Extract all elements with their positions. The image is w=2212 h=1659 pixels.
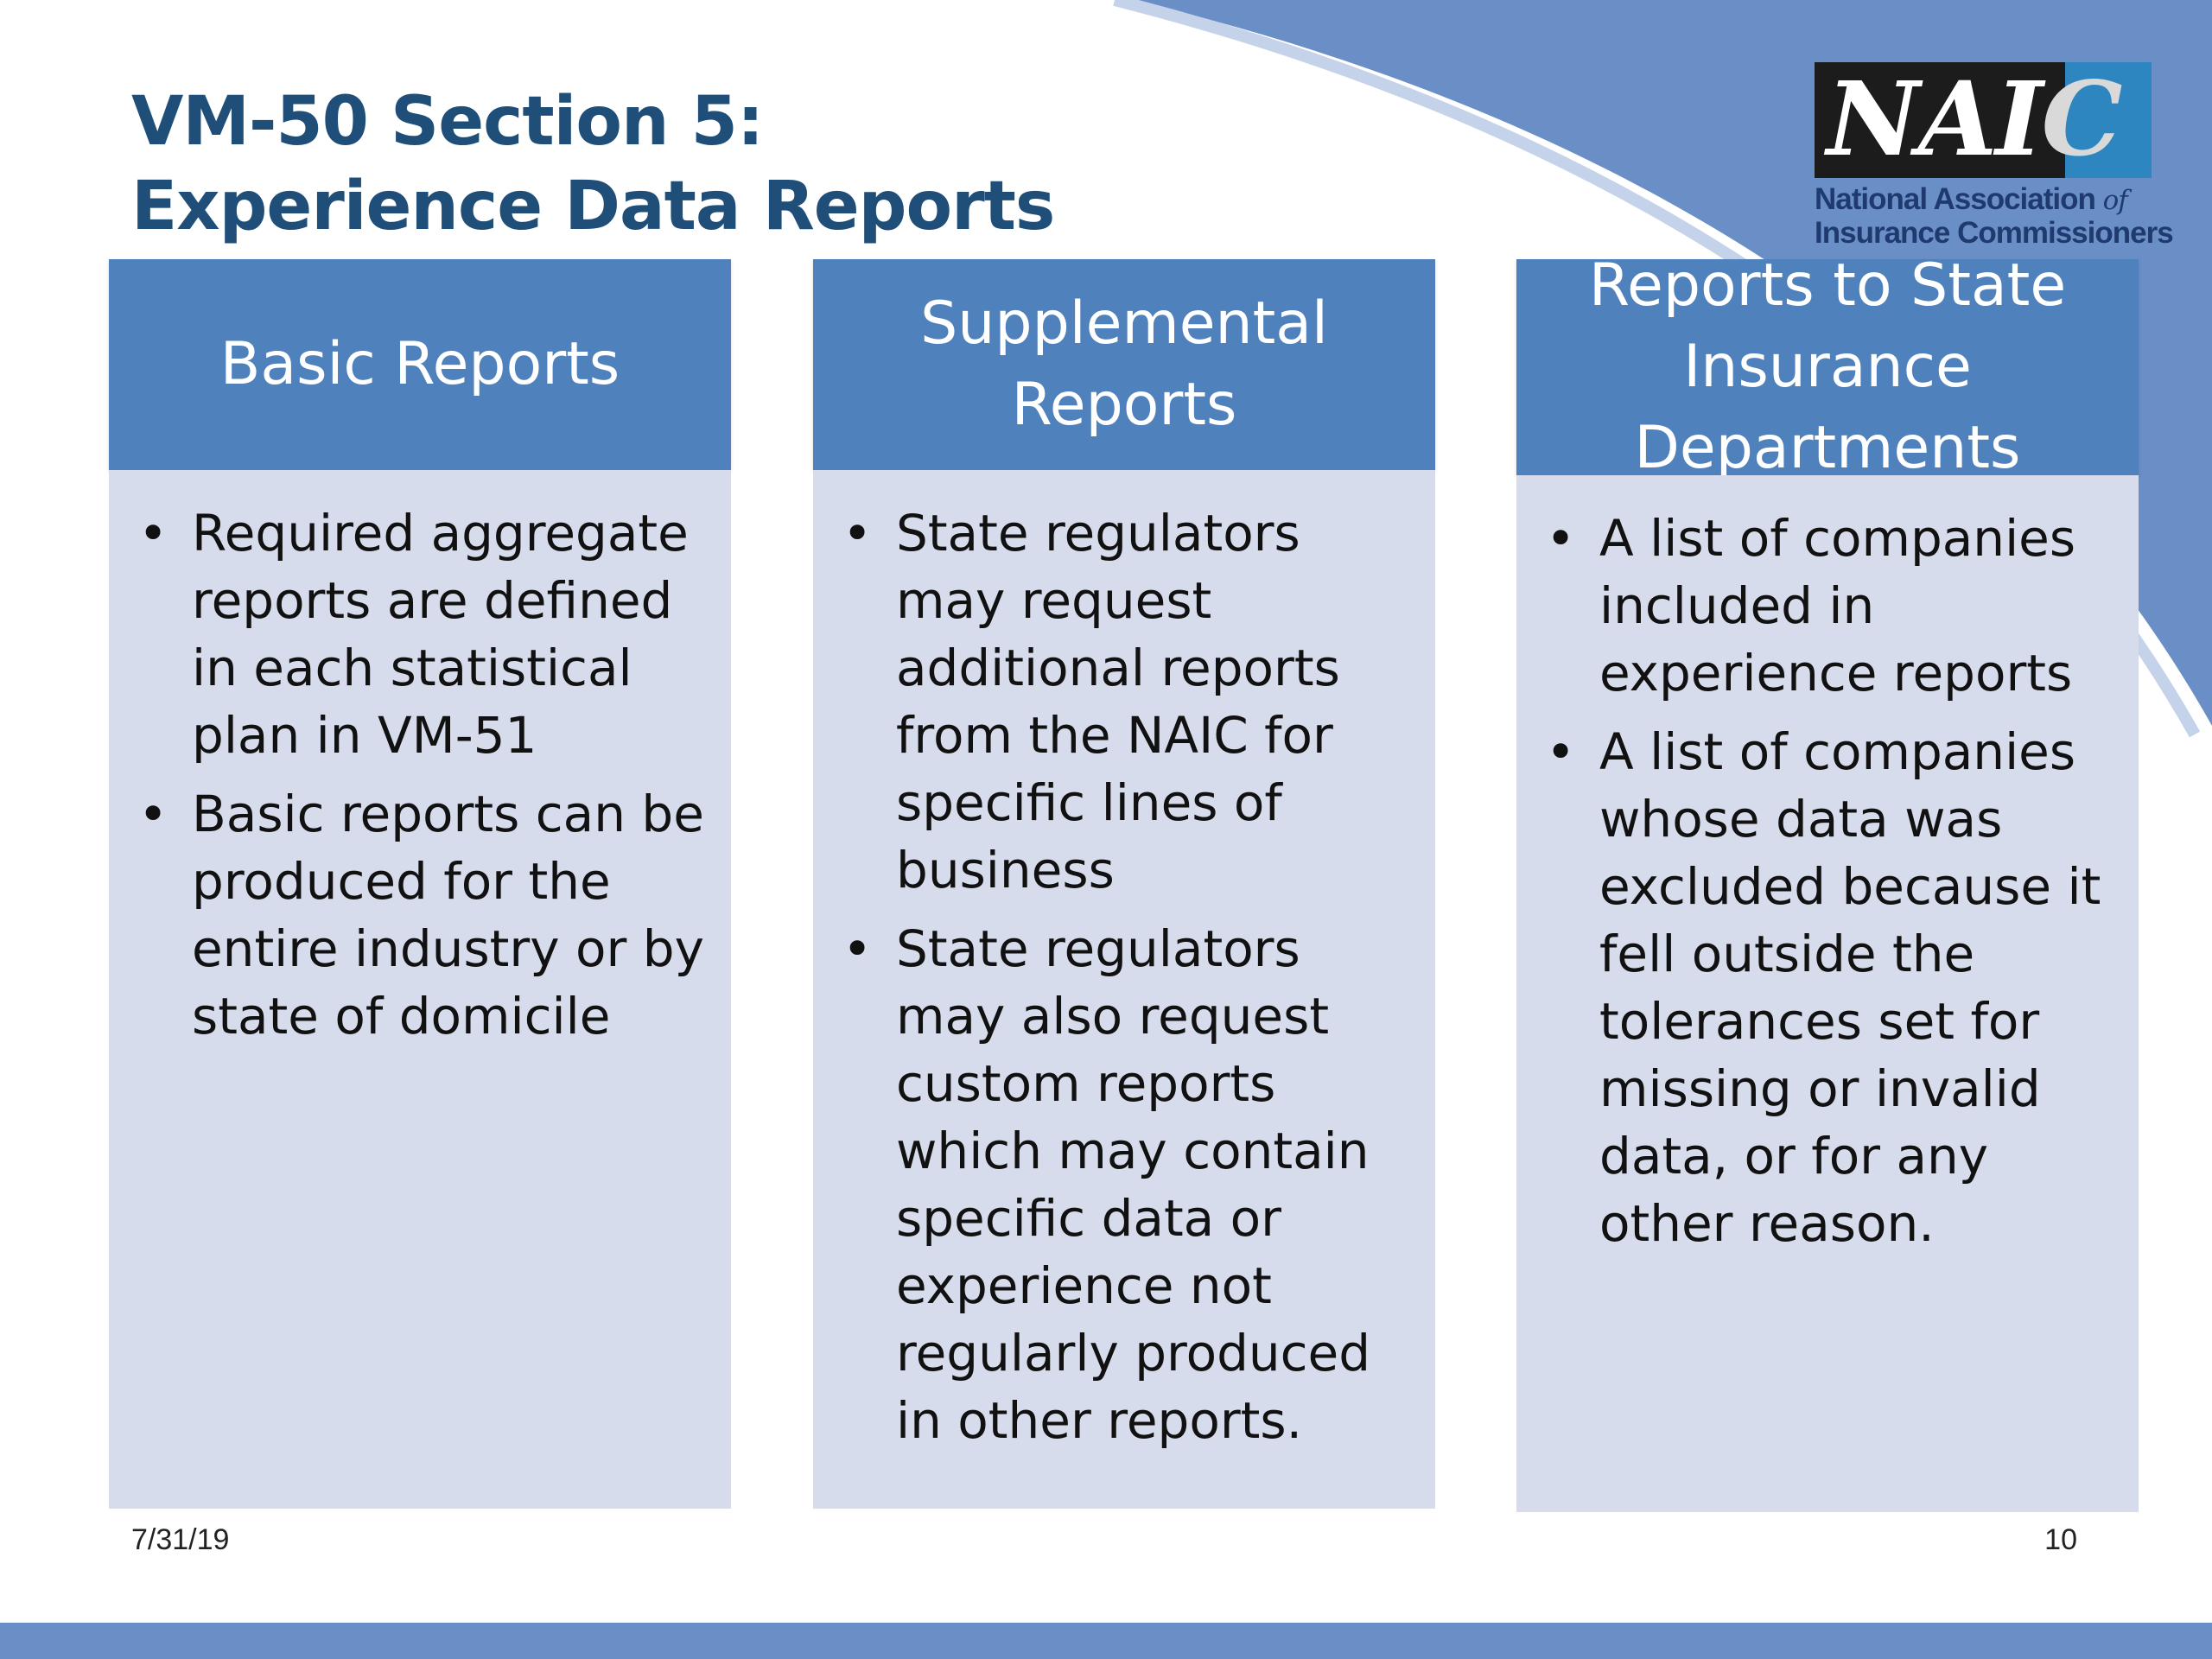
logo-letters: NAI	[1827, 62, 2044, 178]
logo-subtitle: National Association of Insurance Commis…	[1815, 182, 2174, 250]
logo-subtitle-line-1: National Association	[1815, 182, 2096, 216]
bullet-list: State regulators may request additional …	[842, 499, 1411, 1454]
logo-subtitle-line-2: Insurance Commissioners	[1815, 216, 2174, 250]
column-basic-reports: Basic Reports Required aggregate reports…	[109, 259, 731, 1509]
column-body: State regulators may request additional …	[813, 470, 1435, 1509]
column-heading: Basic Reports	[109, 259, 731, 470]
slide-page-number: 10	[2044, 1523, 2077, 1556]
bullet-item: Required aggregate reports are defined i…	[138, 499, 707, 769]
slide-title: VM-50 Section 5: Experience Data Reports	[131, 79, 1055, 249]
column-heading: Reports to State Insurance Departments	[1516, 259, 2139, 475]
column-body: Required aggregate reports are defined i…	[109, 470, 731, 1509]
bullet-item: A list of companies whose data was exclu…	[1546, 718, 2114, 1257]
column-reports-to-state-insurance-departments: Reports to State Insurance Departments A…	[1516, 259, 2139, 1512]
naic-logo-mark: NAIC	[1815, 62, 2152, 178]
title-line-1: VM-50 Section 5:	[131, 83, 764, 161]
title-line-2: Experience Data Reports	[131, 168, 1055, 245]
bullet-list: Required aggregate reports are defined i…	[138, 499, 707, 1050]
bullet-item: A list of companies included in experien…	[1546, 505, 2114, 707]
bullet-item: Basic reports can be produced for the en…	[138, 780, 707, 1050]
logo-subtitle-of: of	[2102, 185, 2128, 216]
naic-logo: NAIC National Association of Insurance C…	[1815, 62, 2174, 250]
bullet-item: State regulators may also request custom…	[842, 915, 1411, 1454]
bottom-bar	[0, 1623, 2212, 1659]
column-supplemental-reports: Supplemental Reports State regulators ma…	[813, 259, 1435, 1509]
column-body: A list of companies included in experien…	[1516, 475, 2139, 1512]
logo-letter-c: C	[2041, 62, 2123, 178]
column-heading: Supplemental Reports	[813, 259, 1435, 470]
slide-date: 7/31/19	[131, 1523, 230, 1556]
bullet-item: State regulators may request additional …	[842, 499, 1411, 904]
bullet-list: A list of companies included in experien…	[1546, 505, 2114, 1257]
